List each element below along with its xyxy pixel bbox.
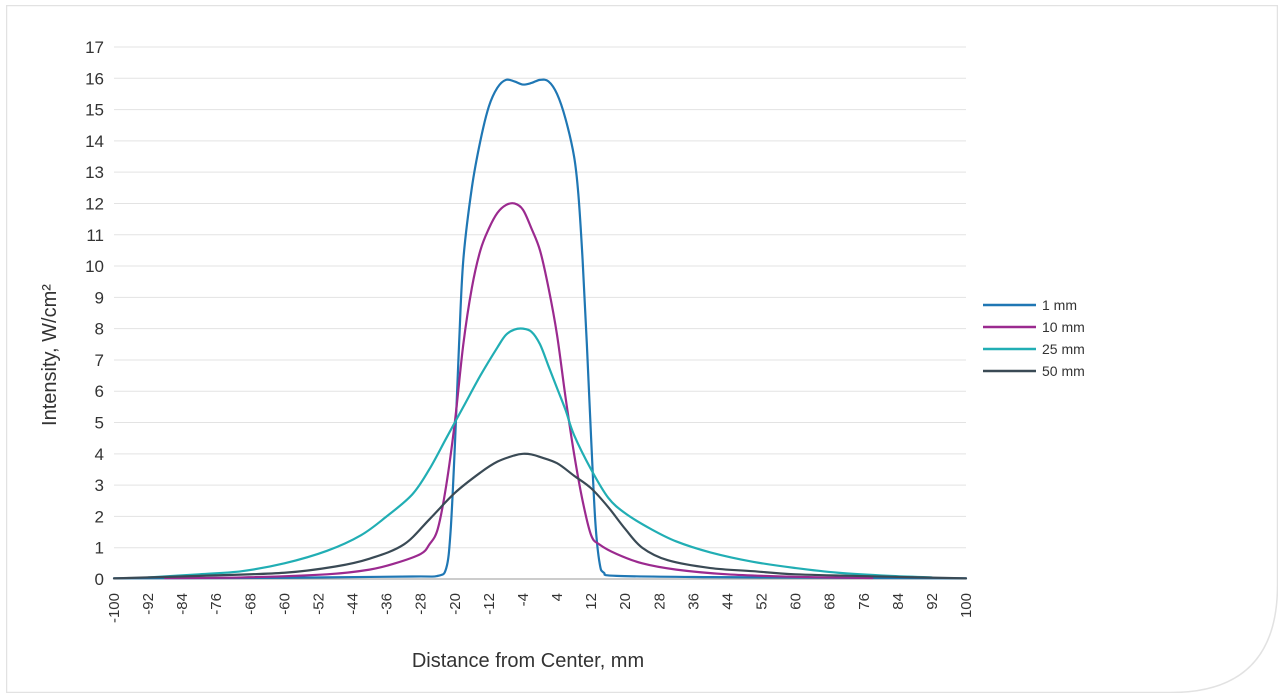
x-axis-title: Distance from Center, mm: [412, 650, 644, 672]
chart-card: 0 1 2 3 4 5 6 7 8 9 10 11 12 13 14 15 16 17 -100 -92 -84 -76…: [6, 5, 1278, 693]
x-tick-label: -44: [345, 593, 362, 615]
x-tick-label: -84: [174, 593, 191, 615]
y-tick-label: 13: [85, 163, 104, 182]
y-tick-label: 12: [85, 194, 104, 213]
x-axis-ticks: -100 -92 -84 -76 -68 -60 -52 -44 -36 -28 -20 -12 -4 4…: [106, 593, 975, 623]
legend-label: 25 mm: [1042, 341, 1085, 357]
y-tick-label: 0: [95, 570, 104, 589]
y-tick-label: 15: [85, 101, 104, 120]
x-tick-label: 60: [788, 593, 805, 610]
x-tick-label: 52: [754, 593, 771, 610]
x-tick-label: 12: [583, 593, 600, 610]
x-tick-label: 76: [856, 593, 873, 610]
y-tick-label: 1: [95, 539, 104, 558]
gridlines: [114, 46, 966, 580]
y-tick-label: 6: [95, 382, 104, 401]
x-tick-label: -92: [140, 593, 157, 615]
series-line-2: [164, 202, 874, 580]
legend-label: 10 mm: [1042, 319, 1085, 335]
y-tick-label: 16: [85, 69, 104, 88]
y-tick-label: 11: [86, 226, 104, 245]
y-tick-label: 9: [95, 288, 104, 307]
x-tick-label: -36: [379, 593, 396, 615]
series-line-4: [112, 452, 968, 580]
y-axis-title: Intensity, W/cm²: [39, 284, 61, 426]
y-tick-label: 7: [95, 351, 104, 370]
y-tick-label: 5: [95, 414, 104, 433]
x-tick-label: 4: [549, 593, 566, 601]
x-tick-label: 20: [617, 593, 634, 610]
y-tick-label: 3: [95, 476, 104, 495]
y-tick-label: 10: [85, 257, 104, 276]
x-tick-label: -28: [413, 593, 430, 615]
y-tick-label: 2: [95, 507, 104, 526]
x-tick-label: 36: [685, 593, 702, 610]
legend: 1 mm 10 mm 25 mm 50 mm: [983, 297, 1085, 379]
series-line-3: [146, 327, 934, 579]
card-border: [6, 5, 1278, 693]
legend-label: 1 mm: [1042, 297, 1077, 313]
x-tick-label: -76: [208, 593, 225, 615]
x-tick-label: -52: [310, 593, 327, 615]
series-lines: [112, 78, 968, 580]
y-tick-label: 17: [85, 38, 104, 57]
legend-label: 50 mm: [1042, 363, 1085, 379]
x-tick-label: -20: [447, 593, 464, 615]
x-tick-label: -100: [106, 593, 123, 623]
x-tick-label: 92: [924, 593, 941, 610]
x-tick-label: -68: [242, 593, 259, 615]
x-tick-label: 100: [958, 593, 975, 618]
x-tick-label: 28: [651, 593, 668, 610]
x-tick-label: -60: [276, 593, 293, 615]
series-line-1: [112, 78, 968, 580]
x-tick-label: 68: [822, 593, 839, 610]
y-tick-label: 4: [95, 445, 104, 464]
x-tick-label: -4: [515, 593, 532, 606]
y-tick-label: 14: [85, 132, 104, 151]
x-tick-label: -12: [481, 593, 498, 615]
x-tick-label: 84: [890, 593, 907, 610]
y-tick-label: 8: [95, 320, 104, 339]
x-tick-label: 44: [719, 593, 736, 610]
